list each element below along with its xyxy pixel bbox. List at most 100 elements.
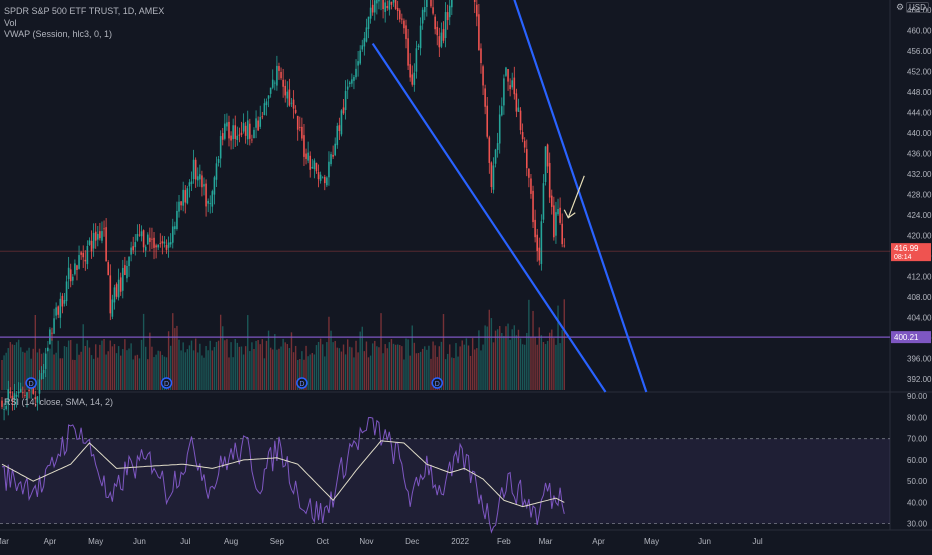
volume-bar	[411, 325, 413, 390]
volume-bar	[22, 351, 24, 390]
candle-body	[246, 120, 249, 140]
candle-body	[251, 139, 253, 141]
candle-body	[294, 109, 297, 113]
candle-body	[521, 131, 524, 140]
price-tick-label: 436.00	[907, 150, 932, 159]
candle-body	[163, 241, 166, 244]
volume-bar	[205, 346, 207, 390]
candle-body	[19, 388, 22, 393]
candle-body	[72, 276, 74, 281]
candle-body	[74, 263, 76, 275]
volume-bar	[257, 340, 259, 390]
volume-bar	[140, 339, 143, 390]
time-tick-label: Apr	[44, 537, 57, 546]
candle-body	[134, 242, 137, 248]
volume-bar	[88, 347, 91, 390]
candle-body	[53, 318, 55, 334]
volume-bar	[301, 351, 303, 390]
volume-bar	[294, 345, 297, 390]
price-tick-label: 424.00	[907, 211, 932, 220]
candle-body	[544, 146, 547, 183]
volume-bar	[421, 348, 424, 390]
candle-body	[259, 116, 262, 127]
price-tick-label: 420.00	[907, 232, 932, 241]
candle-body	[365, 27, 368, 42]
annotation-arrowhead	[563, 209, 576, 219]
volume-bar	[355, 340, 357, 390]
candle-body	[121, 267, 124, 291]
time-tick-label: 2022	[451, 537, 469, 546]
time-tick-label: Mar	[539, 537, 553, 546]
volume-bar	[315, 345, 318, 390]
volume-bar	[384, 344, 386, 390]
candle-body	[126, 265, 128, 279]
volume-bar	[380, 313, 382, 390]
candle-body	[90, 240, 93, 252]
volume-bar	[26, 350, 28, 390]
volume-bar	[428, 345, 430, 390]
candle-body	[209, 203, 212, 205]
last-price-badge	[891, 243, 931, 262]
currency-badge[interactable]: USD	[906, 2, 929, 13]
volume-bar	[551, 329, 553, 390]
volume-bar	[1, 359, 3, 390]
volume-bar	[194, 338, 197, 390]
volume-bar	[84, 345, 86, 390]
volume-bar	[117, 346, 120, 390]
candle-body	[313, 160, 316, 170]
volume-bar	[307, 356, 309, 390]
settings-icon[interactable]: ⚙	[896, 2, 905, 12]
candle-body	[446, 12, 449, 21]
candle-body	[436, 26, 439, 36]
candle-body	[7, 388, 10, 405]
candle-body	[413, 72, 416, 85]
candle-body	[555, 212, 557, 236]
volume-bar	[369, 355, 372, 390]
candle-body	[528, 168, 530, 178]
candle-body	[261, 116, 264, 118]
candle-body	[184, 190, 187, 203]
candle-body	[244, 125, 247, 136]
candle-body	[344, 90, 347, 111]
candle-body	[346, 86, 349, 90]
candle-body	[311, 166, 314, 169]
volume-bar	[290, 332, 293, 390]
candle-body	[494, 149, 497, 164]
candle-body	[525, 149, 528, 169]
candle-body	[111, 299, 114, 317]
candle-body	[284, 85, 287, 96]
candle-body	[376, 0, 378, 4]
candle-body	[361, 45, 364, 50]
candle-body	[96, 233, 99, 240]
volume-bar	[419, 351, 422, 390]
volume-bar	[417, 353, 420, 390]
candle-body	[492, 165, 495, 190]
candle-body	[290, 102, 293, 104]
vwap-legend[interactable]: VWAP (Session, hlc3, 0, 1)	[4, 29, 113, 39]
candle-body	[9, 391, 12, 394]
volume-bar	[190, 340, 193, 390]
price-tick-label: 452.00	[907, 68, 932, 77]
price-tick-label: 456.00	[907, 47, 932, 56]
volume-bar	[36, 352, 39, 390]
volume-bar	[53, 354, 55, 390]
candle-body	[330, 154, 332, 165]
volume-bar	[188, 345, 191, 390]
volume-bar	[509, 339, 511, 390]
rsi-legend[interactable]: RSI (14, close, SMA, 14, 2)	[4, 397, 114, 407]
volume-bar	[340, 351, 343, 390]
candle-body	[267, 95, 270, 99]
volume-bar	[101, 340, 103, 390]
volume-bar	[261, 339, 264, 390]
volume-bar	[49, 348, 51, 390]
volume-bar	[284, 342, 286, 390]
time-tick-label: Feb	[497, 537, 511, 546]
volume-bar	[11, 344, 14, 390]
volume-legend[interactable]: Vol	[4, 18, 17, 28]
symbol-title[interactable]: SPDR S&P 500 ETF TRUST, 1D, AMEX	[4, 6, 165, 16]
candle-body	[409, 64, 411, 78]
volume-bar	[151, 346, 153, 390]
candle-body	[478, 14, 480, 51]
